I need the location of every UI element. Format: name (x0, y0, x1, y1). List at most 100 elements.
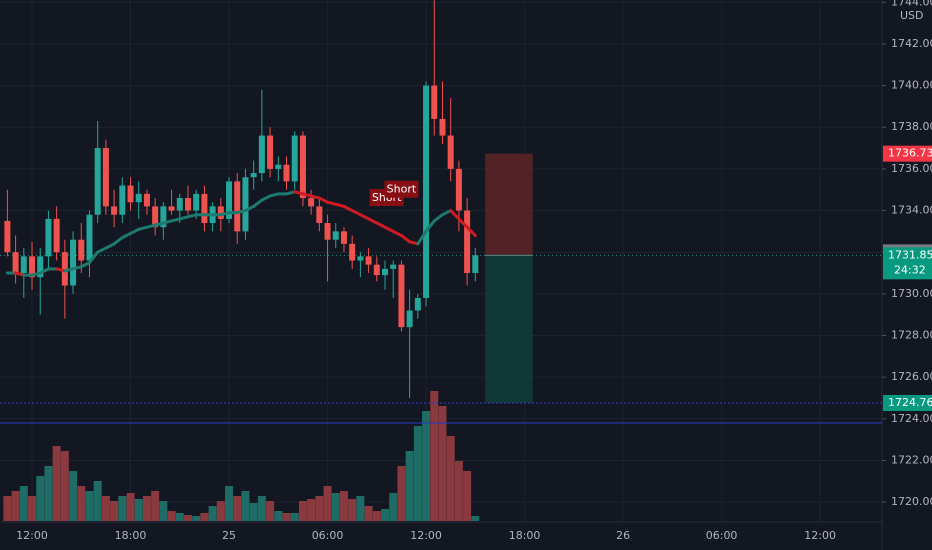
candle-body (152, 206, 159, 228)
candle-body (349, 243, 356, 261)
x-tick-label: 12:00 (804, 529, 836, 542)
ema-segment (260, 194, 272, 202)
candle-body (176, 198, 183, 211)
volume-bar (44, 466, 53, 521)
volume-bar (200, 513, 209, 521)
candle-body (53, 218, 60, 253)
volume-bar (446, 436, 455, 521)
volume-bar (151, 491, 160, 521)
currency: USD (900, 9, 924, 22)
volume-bar (282, 513, 291, 521)
volume-bar (183, 515, 192, 521)
volume-bar (167, 511, 176, 521)
candle-body (382, 268, 389, 276)
ema-segment (317, 196, 330, 204)
ema-segment (243, 204, 256, 213)
candle-body (86, 214, 93, 261)
candle-body (78, 239, 85, 261)
candle-body (168, 206, 175, 211)
candle-body (4, 220, 11, 253)
y-tick-label: 1728.00 (891, 328, 932, 341)
volume-bar (110, 501, 119, 521)
candle-body (447, 135, 454, 169)
candle-body (324, 223, 331, 240)
x-tick-label: 18:00 (115, 529, 147, 542)
volume-bar (323, 486, 332, 521)
candle-body (250, 173, 257, 178)
volume-bar (69, 471, 78, 521)
candle-body (37, 256, 44, 278)
volume-bar (315, 496, 324, 521)
volume-bar (159, 501, 168, 521)
candle-body (414, 298, 421, 311)
candle-body (316, 206, 323, 224)
candle-body (226, 181, 233, 219)
x-tick-label: 12:00 (16, 529, 48, 542)
volume-bar (60, 451, 69, 521)
volume-bar (372, 511, 381, 521)
ema-segment (399, 234, 412, 244)
y-tick-label: 1730.00 (891, 287, 932, 300)
candle-body (455, 168, 462, 211)
volume-bar (249, 503, 258, 521)
volume-bar (274, 511, 283, 521)
volume-bar (101, 496, 110, 521)
volume-bar (413, 426, 422, 521)
ema-segment (252, 198, 264, 208)
volume-bar (142, 496, 151, 521)
candle-body (119, 185, 126, 215)
y-tick-label: 1720.00 (891, 495, 932, 508)
candle-body (472, 255, 479, 274)
volume-bar (331, 493, 340, 521)
stop-zone (485, 153, 533, 256)
candle-body (283, 164, 290, 182)
candle-body (439, 118, 446, 136)
candle-body (143, 193, 150, 207)
volume-bar (307, 499, 316, 521)
volume-bar (454, 461, 463, 521)
ema-segment (457, 217, 469, 229)
y-tick-label: 1734.00 (891, 204, 932, 217)
y-tick-label: 1738.00 (891, 120, 932, 133)
volume-bar (471, 516, 480, 521)
target-zone (485, 255, 533, 403)
volume-bar (356, 496, 365, 521)
ema-segment (112, 236, 124, 246)
x-tick-label: 12:00 (410, 529, 442, 542)
ema-segment (391, 229, 403, 238)
ema-segment (104, 242, 116, 250)
candle-body (12, 252, 19, 274)
candle-body (193, 193, 200, 211)
candle-body (160, 206, 167, 228)
price-label-box (883, 145, 932, 162)
volume-bar (118, 496, 127, 521)
volume-bar (339, 491, 348, 521)
candle-body (242, 177, 249, 232)
volume-bar (19, 486, 28, 521)
candle-body (390, 264, 397, 269)
ema-segment (358, 213, 371, 221)
price-label: 1724.76 (888, 396, 932, 409)
candle-body (332, 231, 339, 240)
candle-body (464, 210, 471, 274)
volume-bar (405, 451, 414, 521)
candle-body (61, 252, 68, 286)
ema-segment (120, 231, 133, 240)
volume-bar (257, 496, 266, 521)
ema-segment (416, 229, 428, 246)
candle-body (234, 181, 241, 232)
volume-bar (52, 446, 61, 521)
candle-body (70, 239, 77, 286)
candle-body (357, 256, 364, 261)
volume-bar (348, 499, 357, 521)
ema-segment (96, 246, 108, 254)
volume-bar (126, 493, 135, 521)
price-label: 1731.85 (888, 248, 932, 261)
candle-body (102, 148, 109, 207)
volume-bar (36, 476, 45, 521)
candle-body (29, 256, 36, 278)
y-tick-label: 1744.00 (891, 0, 932, 8)
y-tick-label: 1722.00 (891, 453, 932, 466)
volume-bar (381, 509, 390, 521)
